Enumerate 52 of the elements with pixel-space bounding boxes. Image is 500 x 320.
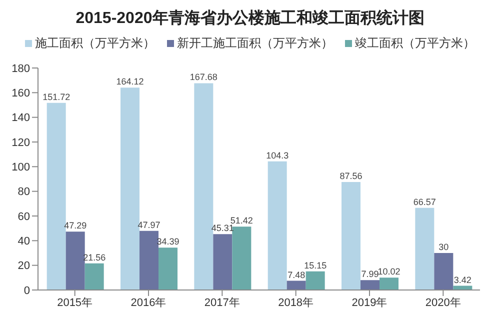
data-label: 167.68 <box>190 72 218 82</box>
bar <box>194 83 214 290</box>
x-tick-label: 2017年 <box>204 296 240 309</box>
y-tick-label: 60 <box>18 210 30 223</box>
bar <box>46 102 66 290</box>
data-label: 51.42 <box>230 216 253 226</box>
bar <box>66 232 85 290</box>
bar <box>213 234 232 290</box>
y-tick-label: 120 <box>12 136 30 149</box>
bar <box>140 230 159 290</box>
y-tick-label: 180 <box>12 62 30 75</box>
data-label: 87.56 <box>340 171 362 182</box>
x-tick-label: 2015年 <box>57 296 93 309</box>
y-tick-label: 160 <box>12 88 30 100</box>
data-label: 104.3 <box>266 150 289 160</box>
bar <box>434 253 454 290</box>
data-label: 66.57 <box>413 196 436 207</box>
bar <box>415 208 434 290</box>
data-label: 47.97 <box>138 220 160 230</box>
data-label: 164.12 <box>116 76 144 87</box>
bar <box>232 226 252 290</box>
bar <box>268 161 287 290</box>
data-label: 30 <box>438 242 449 252</box>
bar <box>120 88 140 290</box>
y-tick-label: 20 <box>18 260 30 272</box>
x-tick-label: 2019年 <box>352 296 388 309</box>
y-tick-label: 100 <box>12 162 30 174</box>
data-label: 15.15 <box>304 260 327 270</box>
y-tick-label: 80 <box>18 186 30 198</box>
data-label: 151.72 <box>42 92 70 102</box>
data-label: 47.29 <box>64 220 87 231</box>
y-tick-label: 40 <box>18 236 30 248</box>
bar <box>286 280 306 290</box>
legend-label: 新开工施工面积（万平方米） <box>176 35 333 52</box>
bar <box>380 278 399 290</box>
data-label: 3.42 <box>454 274 472 285</box>
x-tick-label: 2016年 <box>130 296 166 309</box>
bar <box>158 248 178 290</box>
y-tick-label: 0 <box>24 284 30 297</box>
bar <box>84 263 104 290</box>
data-label: 7.99 <box>361 269 379 280</box>
legend-label: 施工面积（万平方米） <box>34 35 155 52</box>
data-label: 10.02 <box>378 266 400 277</box>
x-tick-label: 2020年 <box>425 296 461 309</box>
chart-title: 2015-2020年青海省办公楼施工和竣工面积统计图 <box>74 8 426 29</box>
y-tick-label: 140 <box>12 112 30 124</box>
bar <box>342 182 361 290</box>
bar <box>306 271 325 290</box>
legend-label: 竣工面积（万平方米） <box>354 35 475 52</box>
data-label: 7.48 <box>288 270 306 280</box>
x-tick-label: 2018年 <box>278 296 314 309</box>
bar <box>360 280 380 290</box>
